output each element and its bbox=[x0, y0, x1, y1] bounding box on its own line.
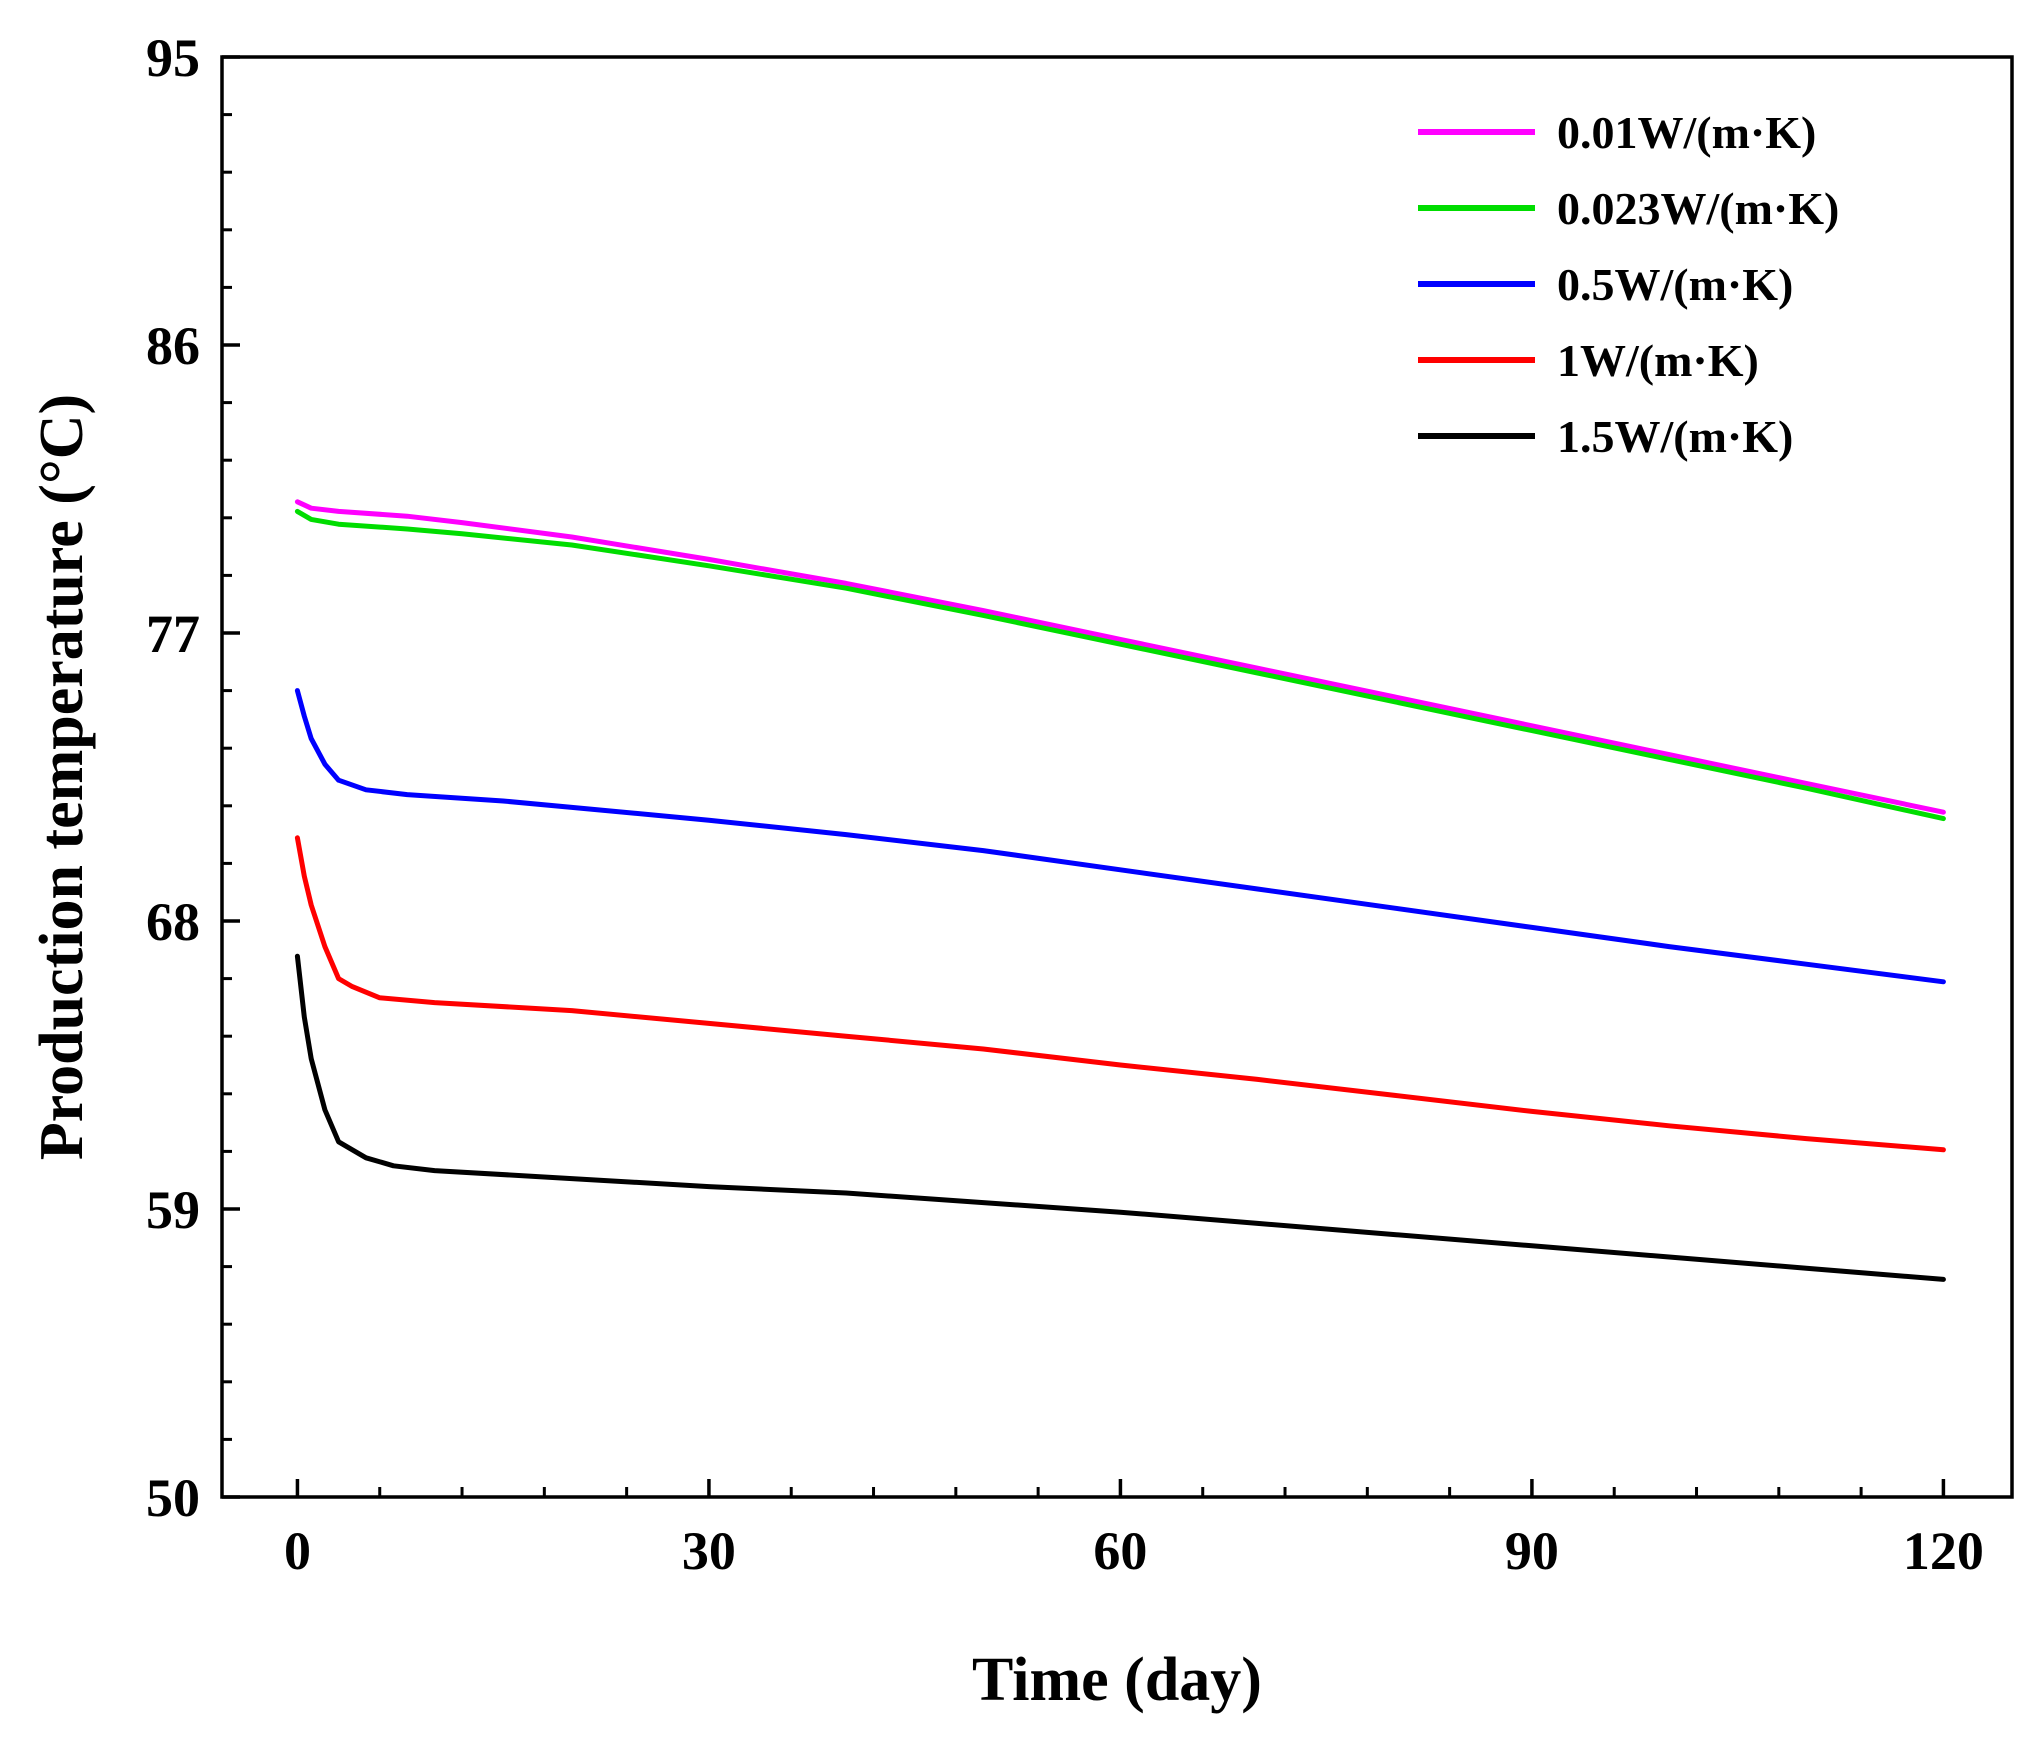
x-tick-label: 120 bbox=[1903, 1521, 1984, 1581]
legend-label-2: 0.023W/(m·K) bbox=[1557, 183, 1839, 234]
y-tick-label: 59 bbox=[146, 1180, 200, 1240]
legend-label-3: 0.5W/(m·K) bbox=[1557, 259, 1793, 310]
legend-label-5: 1.5W/(m·K) bbox=[1557, 411, 1793, 462]
y-tick-label: 68 bbox=[146, 892, 200, 952]
x-tick-label: 90 bbox=[1505, 1521, 1559, 1581]
legend-label-1: 0.01W/(m·K) bbox=[1557, 107, 1816, 158]
legend-label-4: 1W/(m·K) bbox=[1557, 335, 1759, 386]
x-tick-label: 0 bbox=[284, 1521, 311, 1581]
series-line-3 bbox=[294, 688, 1946, 985]
legend: 0.01W/(m·K) 0.023W/(m·K) 0.5W/(m·K) 1W/(m·K… bbox=[1418, 107, 1839, 462]
y-tick-label: 95 bbox=[146, 28, 200, 88]
axis-ticks: 0 30 60 90 120 50 59 68 77 86 95 bbox=[146, 28, 1984, 1581]
data-series bbox=[294, 499, 1946, 1282]
x-tick-label: 60 bbox=[1093, 1521, 1147, 1581]
series-line-2 bbox=[294, 508, 1946, 822]
series-line-4 bbox=[294, 835, 1946, 1153]
y-axis-title: Production temperature (°C) bbox=[28, 394, 96, 1160]
series-line-5 bbox=[294, 953, 1946, 1282]
series-line-1 bbox=[294, 499, 1946, 815]
y-tick-label: 77 bbox=[146, 604, 200, 664]
x-tick-label: 30 bbox=[682, 1521, 736, 1581]
x-axis-title: Time (day) bbox=[972, 1646, 1262, 1714]
y-tick-label: 50 bbox=[146, 1468, 200, 1528]
y-tick-label: 86 bbox=[146, 316, 200, 376]
plot-frame bbox=[220, 55, 2014, 1499]
